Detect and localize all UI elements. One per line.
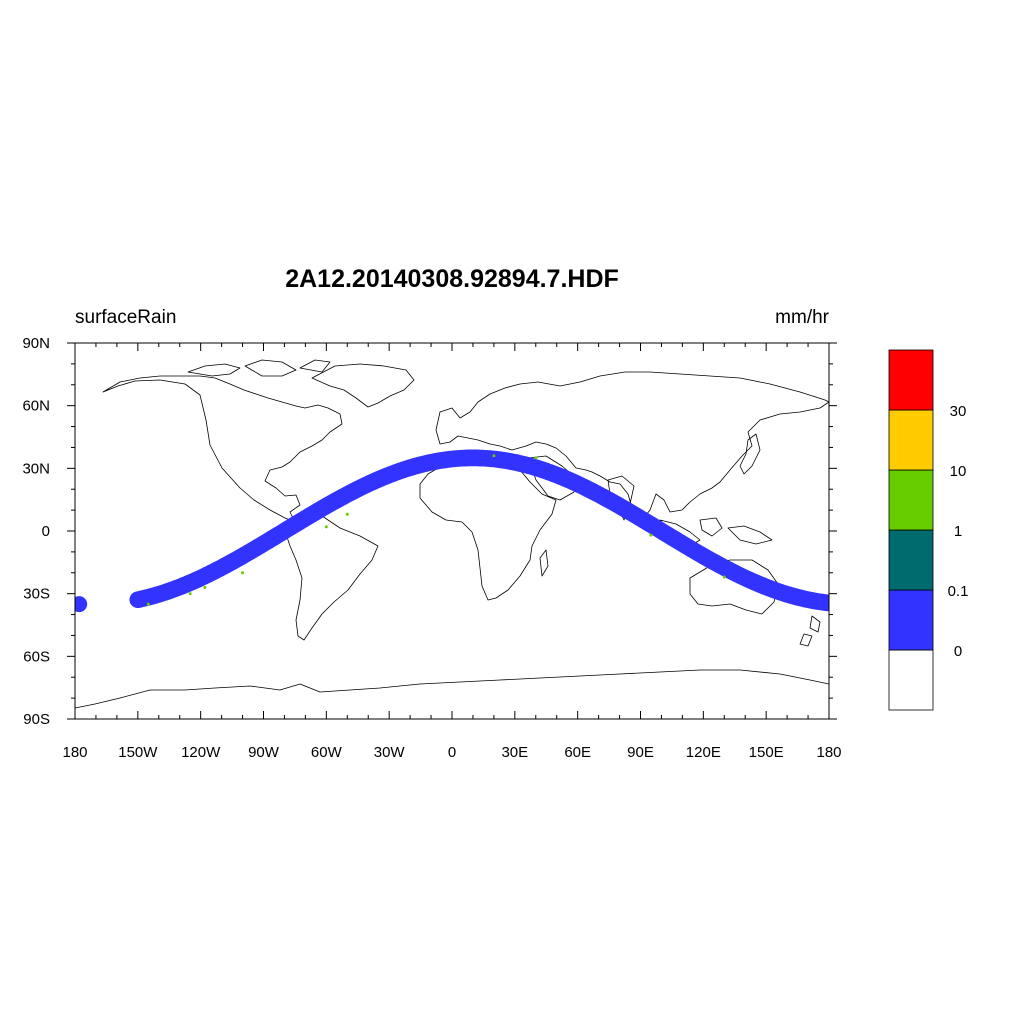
coastline-new-zealand (799, 615, 821, 647)
colorbar-swatch (888, 589, 934, 651)
colorbar-label: 0.1 (948, 583, 969, 600)
coastline-arabia (527, 455, 577, 501)
x-tick-label: 150W (118, 744, 158, 761)
x-tick-label: 60W (311, 744, 343, 761)
y-tick-label: 60N (22, 398, 50, 415)
satellite-swath (75, 449, 829, 613)
coastline-arctic-islands (187, 359, 331, 377)
rain-point (324, 525, 328, 529)
y-tick-label: 60S (23, 648, 50, 665)
x-tick-label: 120W (181, 744, 221, 761)
colorbar-swatch (888, 649, 934, 711)
coastline-madagascar (539, 549, 549, 577)
colorbar-swatch (888, 469, 934, 531)
coastlines (75, 359, 829, 709)
coastline-australia (689, 559, 779, 615)
units-label: mm/hr (775, 307, 830, 328)
coastline-south-america (285, 515, 379, 641)
colorbar-swatch (888, 349, 934, 411)
rain-point (203, 585, 207, 589)
colorbar-label: 1 (954, 523, 962, 540)
map-title: 2A12.20140308.92894.7.HDF (285, 265, 619, 293)
rain-point (146, 602, 150, 606)
colorbar-swatch (888, 529, 934, 591)
x-tick-label: 0 (448, 744, 456, 761)
colorbar-swatch (888, 409, 934, 471)
x-tick-label: 30E (501, 744, 528, 761)
x-tick-label: 180 (62, 744, 87, 761)
x-tick-label: 60E (564, 744, 591, 761)
y-tick-label: 30S (23, 586, 50, 603)
coastline-antarctica (75, 669, 829, 709)
x-tick-label: 150E (749, 744, 784, 761)
rain-point (649, 533, 653, 537)
coastline-japan (739, 433, 761, 475)
y-tick-label: 30N (22, 460, 50, 477)
swath-band (129, 449, 829, 612)
axis-ticks: 180 150W 120W 90W 60W 30W 0 30E 60E 90E 120E 150E 18… (22, 335, 841, 761)
rain-point (241, 571, 245, 575)
colorbar-label: 30 (950, 403, 967, 420)
rain-point (492, 454, 496, 458)
x-tick-label: 120E (686, 744, 721, 761)
coastline-greenland (311, 363, 415, 408)
x-tick-label: 180 (816, 744, 841, 761)
y-tick-label: 90S (23, 711, 50, 728)
map-background (75, 343, 829, 719)
colorbar-label: 0 (954, 643, 962, 660)
x-tick-label: 90E (627, 744, 654, 761)
rain-point (345, 512, 349, 516)
map-area (74, 342, 830, 720)
x-tick-label: 90W (248, 744, 280, 761)
y-tick-label: 0 (42, 523, 50, 540)
coastline-north-america (102, 375, 343, 523)
rain-point (188, 592, 192, 596)
swath-fragment (75, 596, 88, 613)
x-tick-label: 30W (374, 744, 406, 761)
colorbar-label: 10 (950, 463, 967, 480)
colorbar: 0 0.1 1 10 30 (888, 349, 969, 711)
rain-point (534, 456, 538, 460)
y-tick-label: 90N (22, 335, 50, 352)
variable-label: surfaceRain (75, 307, 176, 328)
rain-points (146, 454, 726, 606)
coastline-eurasia (435, 371, 829, 521)
rain-point (722, 575, 726, 579)
